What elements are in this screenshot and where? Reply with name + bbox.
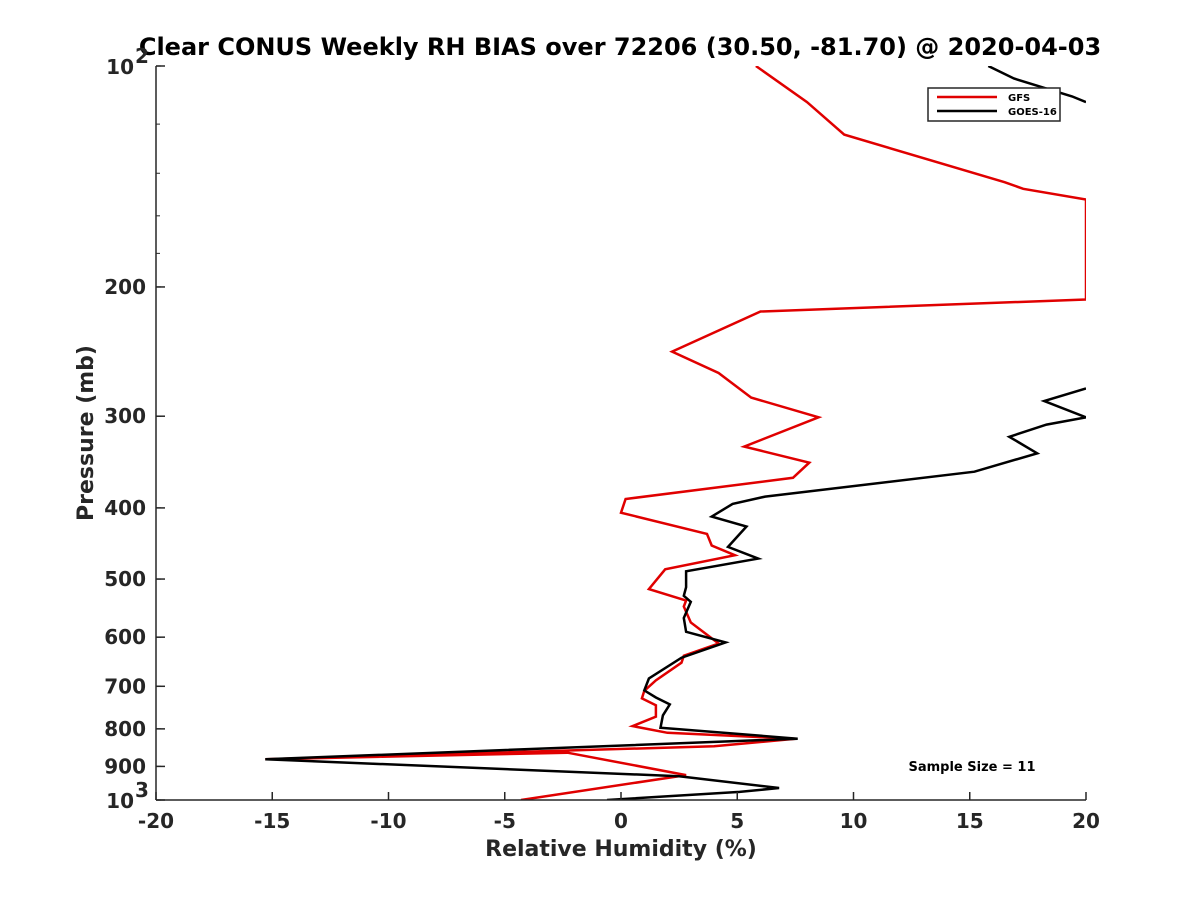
- chart-title: Clear CONUS Weekly RH BIAS over 72206 (3…: [139, 33, 1101, 61]
- x-tick-label: 20: [1072, 809, 1100, 833]
- y-tick-label: 300: [104, 404, 146, 428]
- x-tick-label: -5: [494, 809, 516, 833]
- series-line-0: [265, 66, 1086, 800]
- y-axis-label: Pressure (mb): [74, 345, 99, 521]
- legend-label: GFS: [1008, 93, 1030, 104]
- x-tick-label: 15: [956, 809, 984, 833]
- x-tick-label: -15: [254, 809, 290, 833]
- legend: GFS GOES-16: [927, 87, 1061, 122]
- sample-size-annotation: Sample Size = 11: [908, 760, 1035, 775]
- y-tick-label: 400: [104, 496, 146, 520]
- axes: -20 -15 -10 -5 0 5 10 15 20 200 300 400 500 600 700 800…: [104, 44, 1100, 833]
- legend-box: [927, 87, 1061, 122]
- y-tick-exponent: 3: [135, 778, 149, 802]
- y-tick-label: 500: [104, 567, 146, 591]
- x-tick-label: 10: [840, 809, 868, 833]
- y-tick-label: 10: [106, 789, 134, 813]
- y-tick-label: 200: [104, 275, 146, 299]
- plot-area: -20 -15 -10 -5 0 5 10 15 20 200 300 400 500 600 700 800…: [104, 44, 1100, 833]
- x-tick-label: -20: [138, 809, 174, 833]
- x-tick-label: 5: [730, 809, 744, 833]
- y-tick-exponent: 2: [135, 44, 149, 68]
- y-tick-label: 900: [104, 754, 146, 778]
- series-line-1: [265, 387, 1086, 800]
- y-tick-label: 700: [104, 674, 146, 698]
- legend-label: GOES-16: [1008, 107, 1057, 118]
- x-tick-label: 0: [614, 809, 628, 833]
- y-tick-label: 10: [106, 55, 134, 79]
- x-axis-label: Relative Humidity (%): [485, 837, 757, 862]
- y-tick-label: 800: [104, 717, 146, 741]
- x-tick-label: -10: [370, 809, 406, 833]
- y-tick-label: 600: [104, 625, 146, 649]
